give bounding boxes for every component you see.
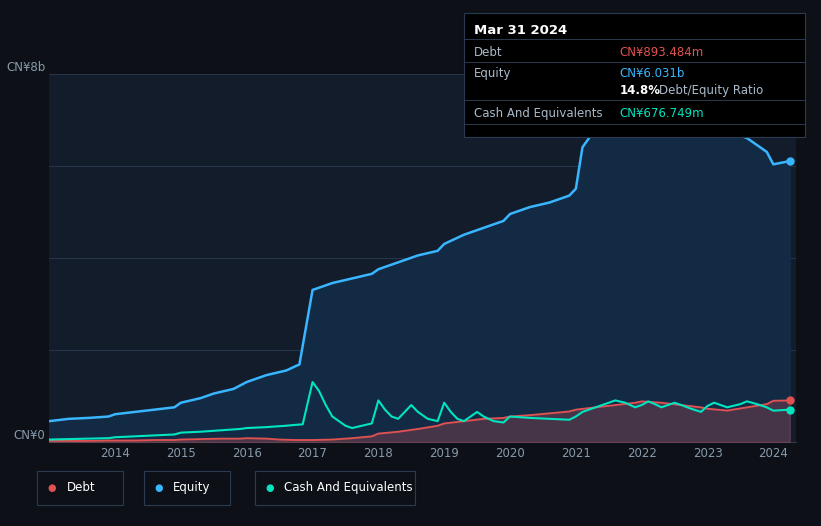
Text: Equity: Equity xyxy=(173,481,211,494)
Text: ●: ● xyxy=(265,483,273,493)
Text: Debt: Debt xyxy=(474,46,502,58)
Text: Debt/Equity Ratio: Debt/Equity Ratio xyxy=(659,85,764,97)
Text: 14.8%: 14.8% xyxy=(620,85,661,97)
Text: ●: ● xyxy=(154,483,163,493)
Text: CN¥8b: CN¥8b xyxy=(7,60,45,74)
Text: ●: ● xyxy=(48,483,56,493)
Text: Cash And Equivalents: Cash And Equivalents xyxy=(284,481,413,494)
Text: Cash And Equivalents: Cash And Equivalents xyxy=(474,107,603,119)
Text: CN¥0: CN¥0 xyxy=(14,429,45,442)
Text: CN¥676.749m: CN¥676.749m xyxy=(620,107,704,119)
Text: CN¥6.031b: CN¥6.031b xyxy=(620,67,686,80)
Text: Equity: Equity xyxy=(474,67,511,80)
Text: Debt: Debt xyxy=(67,481,95,494)
Text: Mar 31 2024: Mar 31 2024 xyxy=(474,24,567,37)
Text: CN¥893.484m: CN¥893.484m xyxy=(620,46,704,58)
